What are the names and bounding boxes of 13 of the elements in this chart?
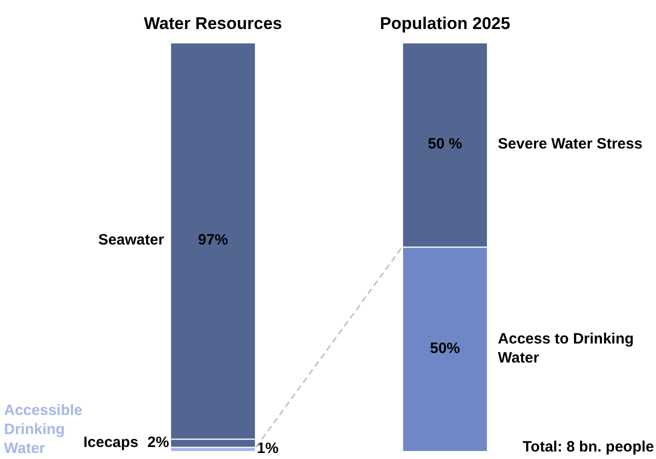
- x-tick-label: Population 2025: [380, 14, 510, 33]
- data-label: 50 %: [428, 136, 462, 153]
- text: Icecaps: [83, 434, 138, 451]
- data-label: 2%: [147, 434, 170, 451]
- text: Accessible Drinking Water: [4, 402, 82, 458]
- data-label: 1%: [256, 440, 279, 458]
- series-label: Access to Drinking Water: [498, 330, 634, 366]
- annotation: Total: 8 bn. people: [522, 438, 654, 456]
- data-label: 97%: [198, 232, 228, 249]
- series-label: Severe Water Stress: [498, 136, 642, 153]
- data-label: 50%: [430, 340, 460, 357]
- x-tick-label: Water Resources: [144, 14, 282, 33]
- series-label: Seawater: [98, 232, 164, 249]
